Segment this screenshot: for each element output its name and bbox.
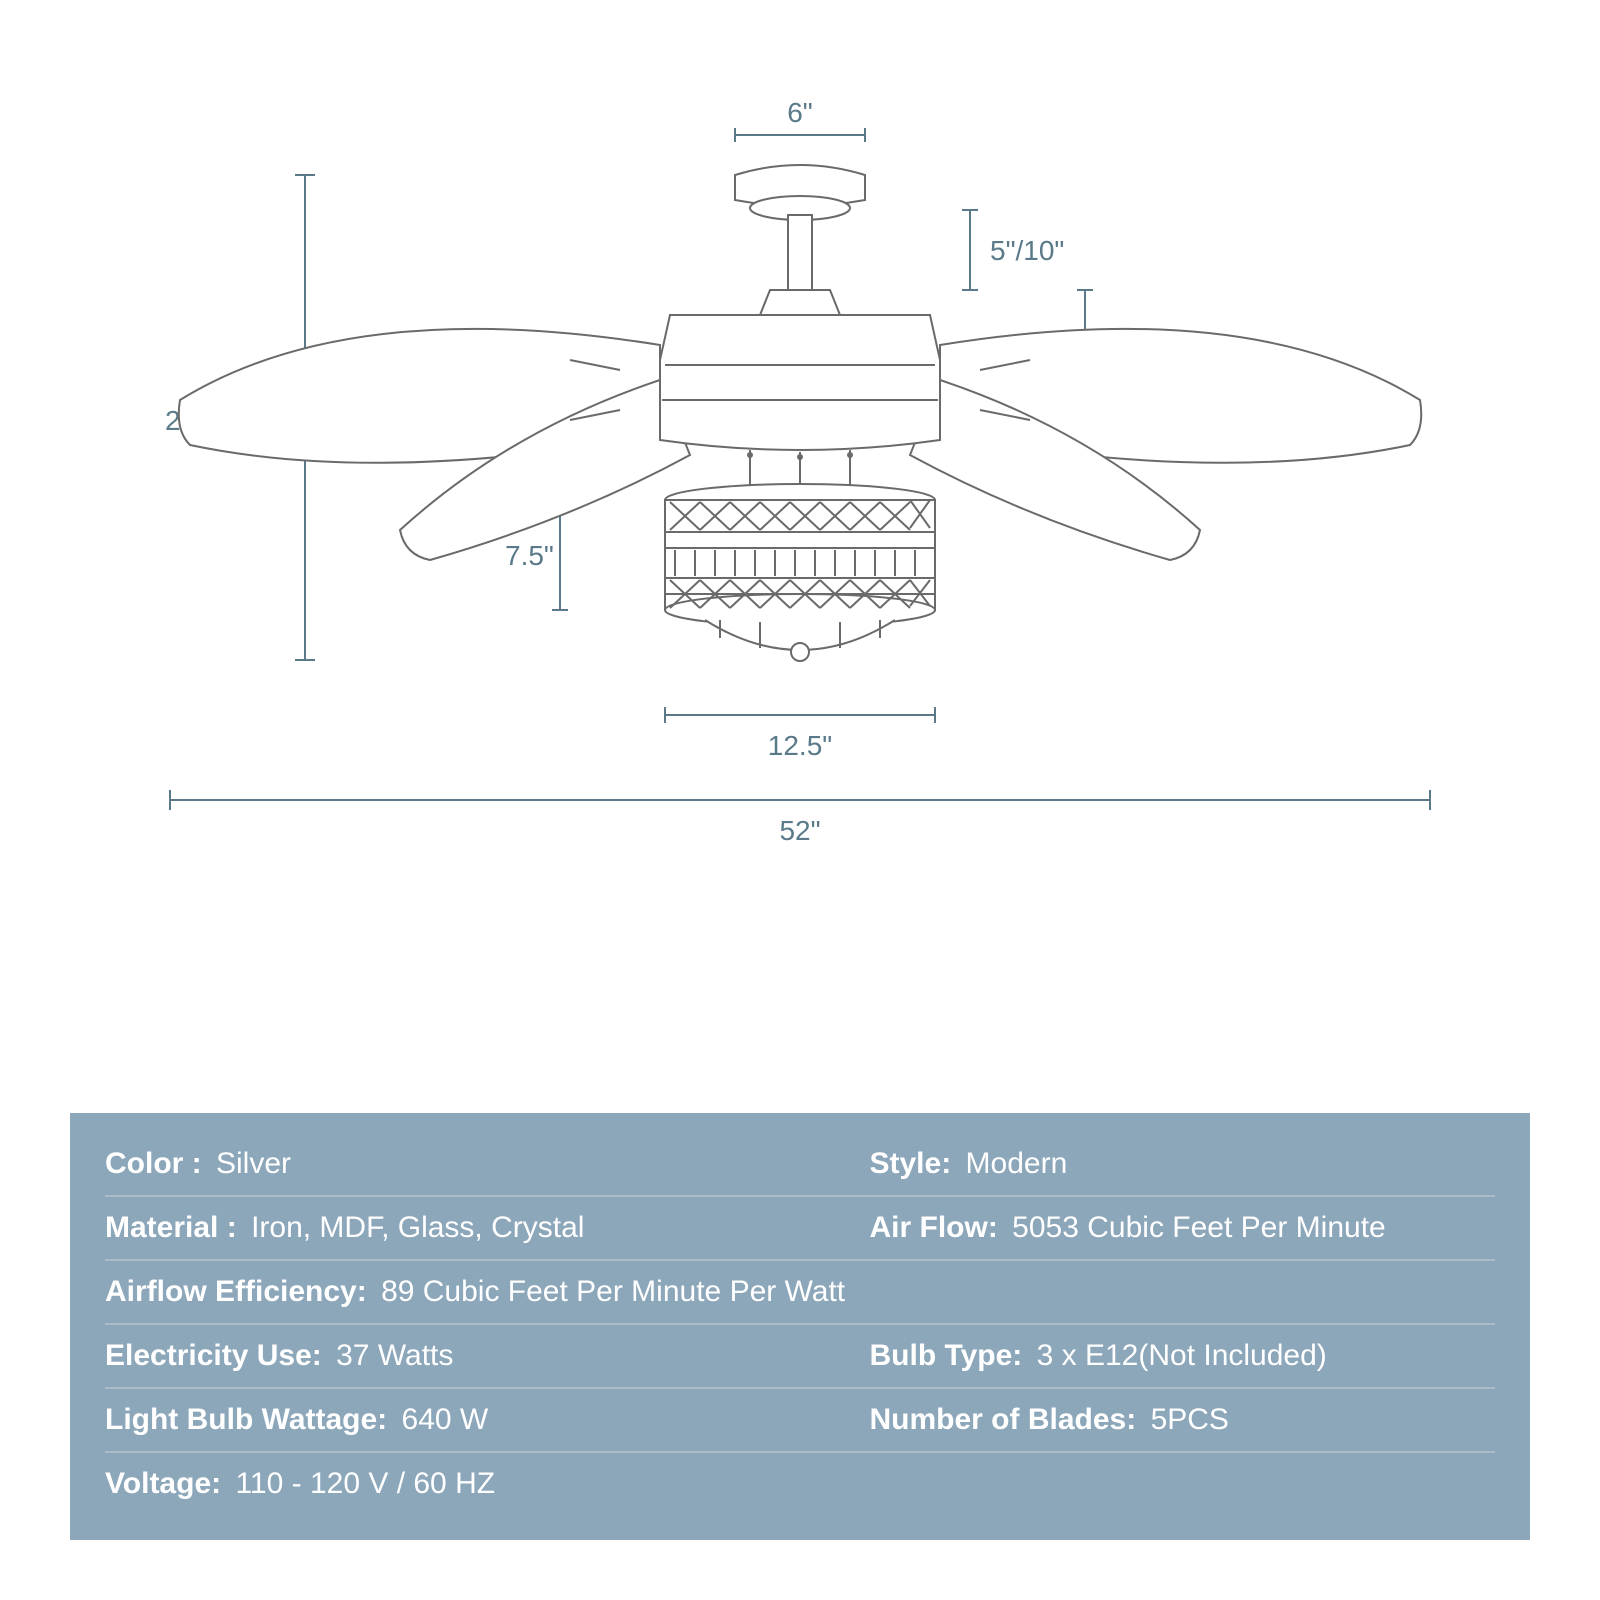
spec-row: Electricity Use: 37 Watts Bulb Type: 3 x… bbox=[105, 1325, 1495, 1389]
spec-label: Style: bbox=[870, 1147, 952, 1180]
spec-row: Light Bulb Wattage: 640 W Number of Blad… bbox=[105, 1389, 1495, 1453]
spec-label: Number of Blades: bbox=[870, 1403, 1137, 1436]
spec-value: 640 W bbox=[402, 1403, 489, 1436]
dim-canopy-width: 6" bbox=[787, 100, 813, 128]
spec-label: Air Flow: bbox=[870, 1211, 998, 1244]
spec-value: 37 Watts bbox=[336, 1339, 453, 1372]
spec-label: Light Bulb Wattage: bbox=[105, 1403, 387, 1436]
spec-value: 89 Cubic Feet Per Minute Per Watt bbox=[381, 1275, 845, 1308]
spec-value: 3 x E12(Not Included) bbox=[1037, 1339, 1327, 1372]
dimension-diagram: 52" 21"/26" 6" 5"/10" 9" 7.5" 12.5" bbox=[100, 100, 1500, 880]
spec-label: Bulb Type: bbox=[870, 1339, 1023, 1372]
dim-downrod: 5"/10" bbox=[990, 235, 1064, 266]
dim-blade-span: 52" bbox=[779, 815, 820, 846]
spec-row: Material : Iron, MDF, Glass, Crystal Air… bbox=[105, 1197, 1495, 1261]
spec-row: Color : Silver Style: Modern bbox=[105, 1133, 1495, 1197]
dim-light-height: 7.5" bbox=[505, 540, 554, 571]
dim-light-width: 12.5" bbox=[768, 730, 832, 761]
spec-row: Voltage: 110 - 120 V / 60 HZ bbox=[105, 1453, 1495, 1515]
spec-label: Airflow Efficiency: bbox=[105, 1275, 367, 1308]
spec-value: 110 - 120 V / 60 HZ bbox=[235, 1467, 495, 1500]
spec-label: Color : bbox=[105, 1147, 202, 1180]
spec-row: Airflow Efficiency: 89 Cubic Feet Per Mi… bbox=[105, 1261, 1495, 1325]
spec-value: Silver bbox=[216, 1147, 291, 1180]
spec-label: Electricity Use: bbox=[105, 1339, 322, 1372]
light-fixture bbox=[665, 484, 935, 661]
spec-label: Material : bbox=[105, 1211, 237, 1244]
spec-panel: Color : Silver Style: Modern Material : … bbox=[70, 1113, 1530, 1540]
spec-label: Voltage: bbox=[105, 1467, 221, 1500]
spec-value: Modern bbox=[966, 1147, 1068, 1180]
spec-value: 5053 Cubic Feet Per Minute bbox=[1012, 1211, 1386, 1244]
spec-value: 5PCS bbox=[1151, 1403, 1229, 1436]
spec-value: Iron, MDF, Glass, Crystal bbox=[251, 1211, 584, 1244]
